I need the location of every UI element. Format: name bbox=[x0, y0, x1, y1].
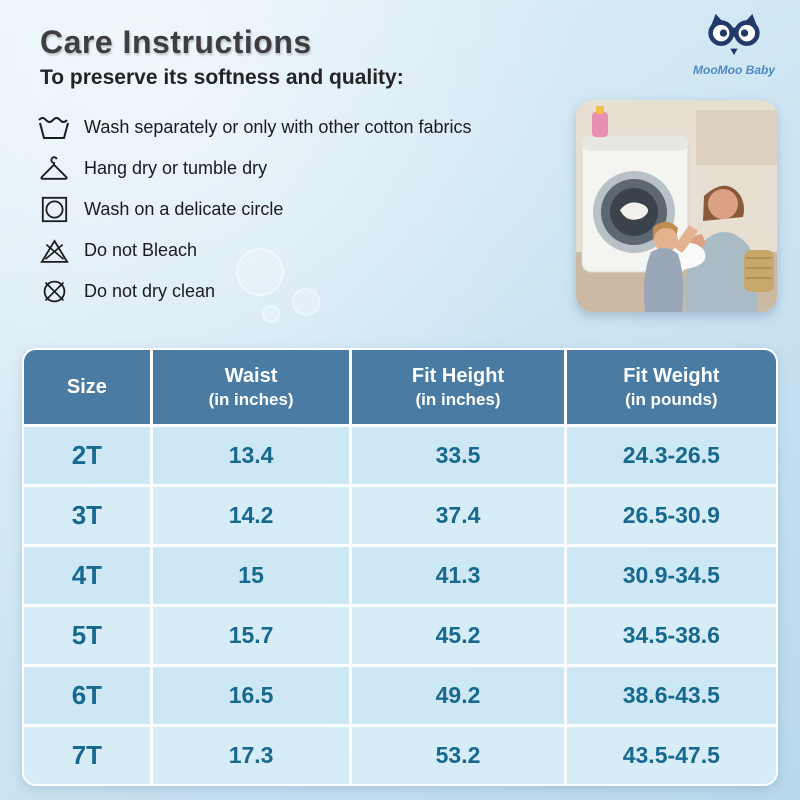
care-item-label: Do not Bleach bbox=[84, 240, 198, 260]
table-cell-weight: 30.9-34.5 bbox=[566, 547, 776, 604]
care-item-label: Wash on a delicate circle bbox=[84, 199, 284, 219]
delicate-wash-icon bbox=[34, 196, 74, 223]
care-item-wash-separately: Wash separately or only with other cotto… bbox=[34, 112, 569, 142]
table-cell-height: 41.3 bbox=[352, 547, 564, 604]
table-cell-size: 6T bbox=[24, 667, 150, 724]
table-cell-size: 3T bbox=[24, 487, 150, 544]
table-cell-height: 37.4 bbox=[352, 487, 564, 544]
table-cell-waist: 15 bbox=[152, 547, 350, 604]
table-cell-height: 33.5 bbox=[352, 427, 564, 484]
table-header-waist: Waist (in inches) bbox=[152, 350, 350, 424]
care-item-label: Wash separately or only with other cotto… bbox=[84, 116, 472, 137]
bubble-decoration bbox=[262, 305, 280, 323]
table-cell-size: 2T bbox=[24, 427, 150, 484]
bubble-decoration bbox=[292, 288, 320, 316]
care-item-hang-dry: Hang dry or tumble dry bbox=[34, 154, 569, 183]
page-subtitle: To preserve its softness and quality: bbox=[40, 66, 404, 89]
brand-logo: MooMoo Baby bbox=[684, 12, 784, 77]
machine-wash-icon bbox=[34, 112, 74, 142]
table-cell-weight: 34.5-38.6 bbox=[566, 607, 776, 664]
table-cell-waist: 13.4 bbox=[152, 427, 350, 484]
table-cell-waist: 15.7 bbox=[152, 607, 350, 664]
table-cell-size: 4T bbox=[24, 547, 150, 604]
care-item-label: Hang dry or tumble dry bbox=[84, 158, 268, 178]
table-cell-weight: 26.5-30.9 bbox=[566, 487, 776, 544]
table-cell-weight: 38.6-43.5 bbox=[566, 667, 776, 724]
table-cell-height: 53.2 bbox=[352, 727, 564, 784]
brand-name: MooMoo Baby bbox=[693, 63, 775, 77]
bubble-decoration bbox=[236, 248, 284, 296]
owl-logo-icon bbox=[701, 13, 767, 60]
table-cell-weight: 43.5-47.5 bbox=[566, 727, 776, 784]
table-cell-weight: 24.3-26.5 bbox=[566, 427, 776, 484]
table-cell-waist: 16.5 bbox=[152, 667, 350, 724]
table-header-fit-height: Fit Height (in inches) bbox=[352, 350, 564, 424]
care-item-no-dry-clean: Do not dry clean bbox=[34, 277, 569, 306]
care-item-delicate: Wash on a delicate circle bbox=[34, 195, 569, 224]
table-header-size: Size bbox=[24, 350, 150, 424]
table-cell-height: 49.2 bbox=[352, 667, 564, 724]
page-title: Care Instructions bbox=[40, 24, 312, 60]
do-not-dry-clean-icon bbox=[34, 278, 74, 305]
table-header-fit-weight: Fit Weight (in pounds) bbox=[566, 350, 776, 424]
care-instruction-list: Wash separately or only with other cotto… bbox=[34, 112, 569, 318]
table-cell-size: 7T bbox=[24, 727, 150, 784]
table-cell-waist: 17.3 bbox=[152, 727, 350, 784]
table-cell-size: 5T bbox=[24, 607, 150, 664]
care-item-label: Do not dry clean bbox=[84, 281, 216, 301]
hanger-icon bbox=[34, 155, 74, 182]
size-chart-table: Size Waist (in inches) Fit Height (in in… bbox=[22, 348, 778, 786]
lifestyle-photo bbox=[576, 100, 777, 312]
table-cell-waist: 14.2 bbox=[152, 487, 350, 544]
table-cell-height: 45.2 bbox=[352, 607, 564, 664]
do-not-bleach-icon bbox=[34, 238, 74, 264]
care-item-no-bleach: Do not Bleach bbox=[34, 236, 569, 265]
